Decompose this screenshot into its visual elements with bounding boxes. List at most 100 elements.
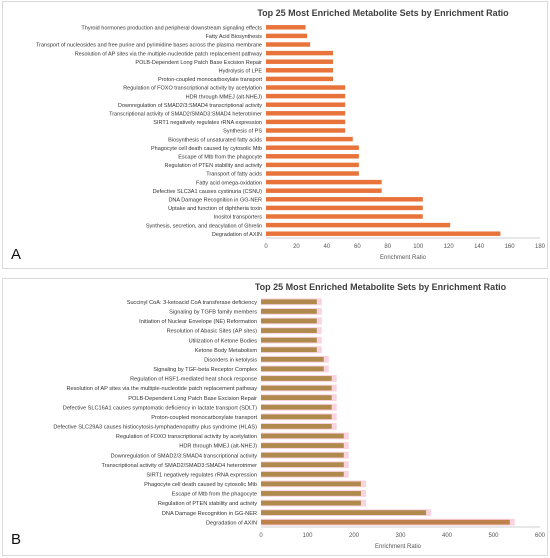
enrichment-bar-chart-a: Top 25 Most Enriched Metabolite Sets by … — [36, 8, 546, 261]
category-label: Initiation of Nuclear Envelope (NE) Refo… — [139, 319, 257, 325]
bar — [261, 414, 332, 420]
category-label: Uptake and function of diphtheria toxin — [168, 206, 262, 212]
bar — [261, 337, 317, 343]
category-label: POLB-Dependent Long Patch Base Excision … — [135, 60, 262, 66]
category-label: Proton-coupled monocarboxylate transport — [151, 415, 257, 421]
category-label: Synthesis, secretion, and deacylation of… — [146, 223, 262, 229]
x-tick-label: 600 — [535, 533, 546, 539]
enrichment-bar-chart-b: Top 25 Most Enriched Metabolite Sets by … — [53, 282, 546, 550]
category-label: Fatty acid omega-oxidation — [196, 180, 262, 186]
category-label: Transcriptional activity of SMAD2/SMAD3:… — [109, 112, 262, 118]
bar — [261, 299, 317, 305]
bar — [266, 205, 423, 211]
chart-panel-b: Top 25 Most Enriched Metabolite Sets by … — [2, 278, 548, 556]
bar — [266, 42, 311, 47]
category-label: Disorders in ketolysis — [204, 357, 257, 363]
x-tick-label: 200 — [349, 533, 360, 539]
bar — [266, 59, 333, 64]
bar — [266, 50, 333, 56]
bar — [266, 93, 346, 99]
bar — [261, 366, 324, 372]
bar — [266, 162, 359, 168]
category-label: Utilization of Ketone Bodies — [189, 338, 258, 344]
category-label: Transcriptional activity of SMAD2/SMAD3:… — [101, 463, 257, 469]
category-label: SIRT1 negatively regulates rRNA expressi… — [146, 472, 257, 478]
bar — [266, 222, 451, 228]
x-tick-label: 0 — [259, 533, 263, 539]
category-label: Phagocyte cell death caused by cytosolic… — [151, 146, 262, 152]
bar — [266, 128, 346, 133]
category-label: Resolution of AP sites via the multiple-… — [75, 51, 263, 57]
bar — [266, 111, 346, 116]
bar — [261, 510, 427, 516]
bar — [261, 328, 317, 333]
category-label: Proton-coupled monocarboxylate transport — [158, 77, 262, 83]
bar — [266, 102, 346, 107]
chart-panel-a: Top 25 Most Enriched Metabolite Sets by … — [2, 1, 548, 269]
chart-title: Top 25 Most Enriched Metabolite Sets by … — [257, 8, 509, 18]
bar — [266, 171, 359, 176]
bar — [261, 452, 344, 458]
bar — [261, 385, 332, 391]
x-tick-label: 0 — [264, 244, 268, 250]
bar — [266, 231, 501, 236]
category-label: Phagocyte cell death caused by cytosolic… — [144, 482, 257, 488]
category-label: Regulation of PTEN stability and activit… — [164, 163, 262, 169]
bar — [261, 443, 344, 448]
x-tick-label: 140 — [474, 244, 485, 250]
x-axis-label: Enrichment Ratio — [380, 255, 427, 261]
category-label: Regulation of FOXO transcriptional activ… — [116, 434, 257, 440]
category-label: POLB-Dependent Long Patch Base Excision … — [128, 396, 257, 402]
bar — [266, 33, 308, 39]
category-label: Regulation of PTEN stability and activit… — [158, 501, 257, 507]
category-label: HDR through MMEJ (alt-NHEJ) — [186, 94, 263, 100]
panel-label: B — [11, 531, 22, 548]
x-tick-label: 160 — [505, 244, 516, 250]
bar — [266, 188, 382, 193]
bar — [261, 308, 317, 314]
category-label: Succinyl CoA: 3-ketoacid CoA transferase… — [127, 300, 257, 306]
category-label: Regulation of FOXO transcriptional activ… — [123, 86, 262, 92]
bar — [261, 376, 332, 381]
category-label: Ketone Body Metabolism — [195, 348, 258, 354]
x-tick-label: 400 — [442, 533, 453, 539]
x-tick-label: 100 — [413, 244, 424, 250]
category-label: Thyroid hormones production and peripher… — [81, 26, 262, 32]
bar — [261, 347, 317, 353]
category-label: Downregulation of SMAD2/3:SMAD4 transcri… — [111, 453, 258, 459]
bar — [266, 85, 346, 90]
category-label: Defective SLC29A3 causes histiocytosis-l… — [53, 425, 257, 431]
x-tick-label: 500 — [488, 533, 499, 539]
x-tick-label: 180 — [535, 244, 546, 250]
category-label: Resolution of AP sites via the multiple-… — [66, 386, 257, 392]
bar — [261, 481, 361, 487]
bar — [261, 404, 332, 410]
bar — [261, 433, 344, 439]
x-tick-label: 300 — [395, 533, 406, 539]
x-tick-label: 20 — [293, 244, 300, 250]
category-label: Defective SLC3A1 causes cystinuria (CSNU… — [153, 189, 263, 195]
category-label: SIRT1 negatively regulates rRNA expressi… — [153, 120, 262, 126]
x-tick-label: 60 — [354, 244, 361, 250]
bar — [266, 179, 382, 185]
category-label: Hydrolysis of LPE — [219, 69, 263, 75]
x-axis-label: Enrichment Ratio — [375, 544, 422, 550]
bar — [266, 119, 346, 125]
category-label: Escape of Mtb from the phagocyte — [178, 155, 262, 161]
category-label: Biosynthesis of unsaturated fatty acids — [168, 137, 262, 143]
bar — [266, 197, 423, 202]
bar — [261, 471, 344, 477]
bar — [266, 136, 353, 142]
bar — [266, 145, 359, 150]
category-label: Defective SLC16A1 causes symptomatic def… — [63, 405, 257, 411]
category-label: Transport of nucleosides and free purine… — [36, 43, 262, 49]
x-tick-label: 40 — [324, 244, 331, 250]
bar — [261, 395, 332, 401]
category-label: Regulation of HSF1-mediated heat shock r… — [130, 377, 257, 383]
bar — [266, 214, 423, 219]
category-label: Signaling by TGF-beta Receptor Complex — [153, 367, 257, 373]
category-label: DNA Damage Recognition in GG-NER — [168, 198, 262, 204]
category-label: Synthesis of PS — [223, 129, 262, 135]
panel-label: A — [11, 246, 22, 263]
bar — [261, 491, 361, 496]
